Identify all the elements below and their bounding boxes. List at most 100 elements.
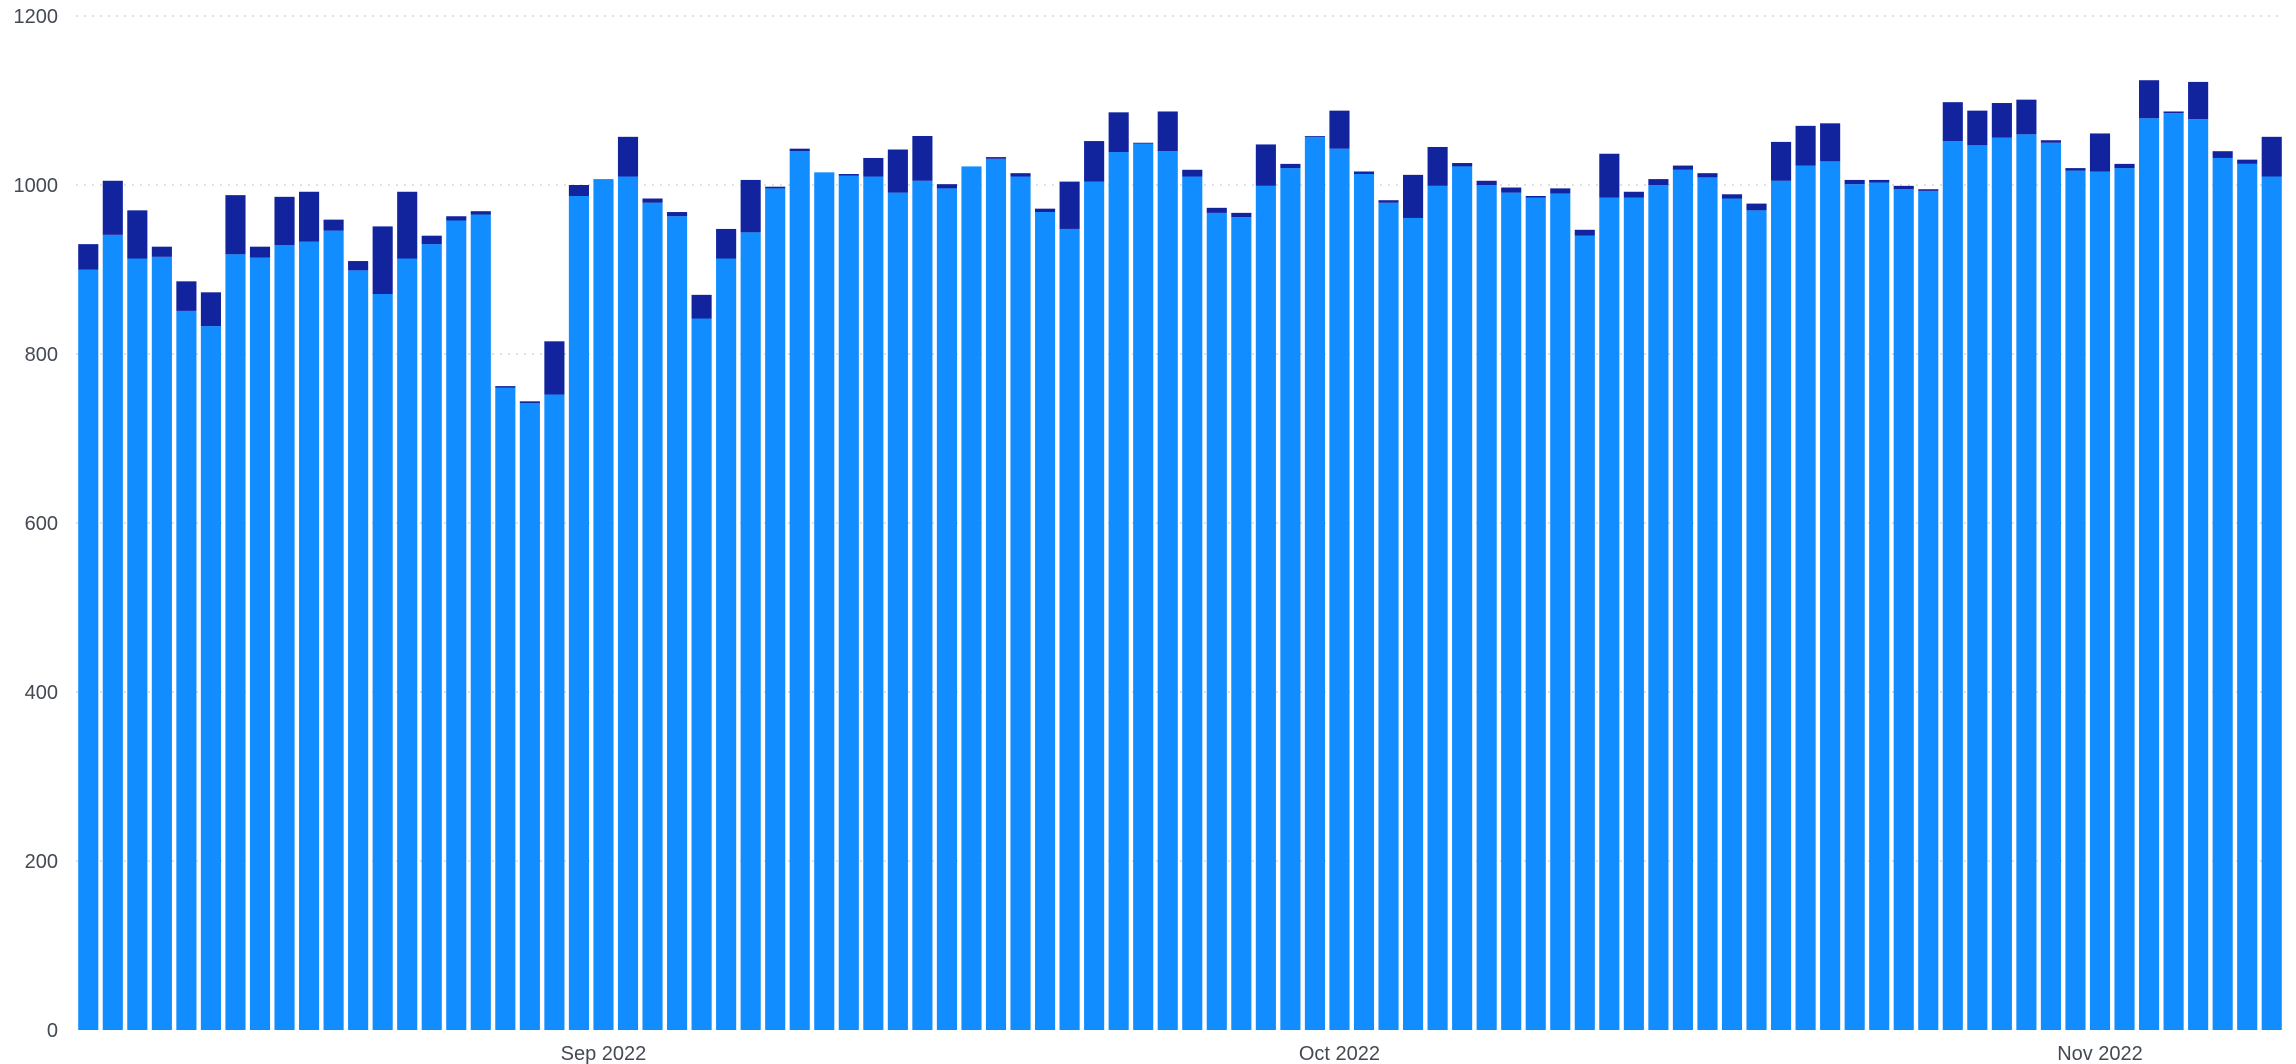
bar-segment-top: [2089, 133, 2111, 172]
bar-segment-top: [348, 261, 369, 271]
bar-segment-top: [323, 219, 344, 231]
bar-segment-top: [1623, 191, 1644, 198]
bar-segment-base: [789, 151, 810, 1030]
bar-segment-top: [1231, 212, 1252, 218]
bar-segment-base: [274, 245, 295, 1030]
gridlines: [76, 15, 2284, 862]
bar-segment-top: [470, 211, 491, 215]
bar-segment-top: [667, 212, 688, 217]
bar-segment-base: [1599, 197, 1620, 1030]
bar-segment-base: [617, 176, 639, 1031]
bar-segment-top: [1206, 207, 1227, 213]
bar-segment-base: [1329, 148, 1350, 1031]
bar-segment-top: [1084, 141, 1105, 182]
x-axis-tick-labels: Sep 2022 Oct 2022 Nov 2022: [561, 1043, 2143, 1064]
bar-segment-top: [1721, 194, 1743, 199]
bar-segment-top: [2188, 81, 2209, 120]
bar-segment-top: [2237, 159, 2258, 164]
bar-segment-base: [1133, 143, 1154, 1031]
bar-segment-top: [1550, 188, 1571, 194]
bar-segment-base: [2188, 119, 2209, 1031]
y-tick-label: 1200: [14, 6, 59, 28]
bar-segment-base: [863, 176, 884, 1031]
bars: [78, 80, 2282, 1031]
bar-segment-top: [1967, 110, 1988, 146]
bar-segment-base: [2065, 170, 2086, 1030]
bar-segment-top: [2114, 163, 2135, 169]
bar-segment-top: [2139, 80, 2160, 119]
bar-segment-top: [789, 148, 810, 152]
bar-segment-top: [1771, 141, 1792, 181]
bar-segment-base: [1574, 235, 1595, 1030]
bar-segment-base: [1501, 192, 1522, 1031]
bar-segment-base: [1795, 165, 1816, 1030]
bar-segment-top: [691, 294, 712, 319]
bar-segment-base: [1721, 198, 1743, 1030]
bar-segment-base: [1942, 141, 1963, 1030]
bar-segment-top: [617, 136, 639, 177]
bar-segment-top: [1697, 173, 1718, 178]
bar-segment-base: [1746, 210, 1767, 1031]
bar-segment-base: [1403, 217, 1424, 1030]
bar-segment-base: [961, 166, 982, 1030]
bar-segment-base: [1378, 202, 1399, 1030]
bar-segment-top: [1353, 171, 1375, 175]
bar-segment-base: [765, 188, 786, 1030]
bar-segment-top: [1182, 169, 1203, 177]
bar-segment-top: [1893, 185, 1914, 190]
bar-segment-top: [495, 386, 516, 388]
bar-segment-top: [1427, 146, 1448, 186]
y-tick-label: 200: [25, 851, 58, 873]
bar-segment-base: [127, 258, 148, 1030]
bar-segment-top: [397, 191, 418, 259]
bar-segment-base: [2261, 176, 2282, 1031]
bar-segment-top: [1108, 112, 1129, 153]
bar-segment-base: [102, 234, 123, 1031]
bar-segment-top: [1255, 144, 1276, 186]
bar-segment-top: [1035, 208, 1056, 213]
bar-segment-top: [102, 180, 123, 235]
bar-segment-base: [814, 172, 835, 1030]
bar-segment-base: [421, 244, 442, 1030]
bar-segment-top: [1599, 153, 1620, 198]
y-tick-label: 1000: [14, 175, 59, 197]
bar-segment-top: [1059, 181, 1080, 229]
bar-segment-top: [176, 281, 197, 311]
bar-segment-top: [1378, 200, 1399, 203]
bar-segment-top: [544, 341, 565, 395]
bar-segment-base: [1648, 185, 1669, 1030]
bar-segment-top: [1795, 125, 1816, 166]
bar-segment-top: [1820, 123, 1841, 162]
bar-segment-top: [1157, 111, 1178, 152]
x-tick-label: Oct 2022: [1299, 1043, 1380, 1064]
bar-segment-top: [1133, 142, 1154, 144]
bar-segment-base: [1893, 189, 1914, 1031]
bar-segment-top: [936, 184, 957, 189]
bar-segment-base: [2139, 118, 2160, 1030]
bar-segment-top: [372, 226, 393, 294]
bar-segment-base: [470, 214, 491, 1030]
bar-segment-top: [274, 196, 295, 245]
bar-segment-top: [2040, 140, 2061, 143]
bar-segment-base: [593, 179, 614, 1031]
bar-segment-base: [544, 394, 565, 1030]
bar-segment-top: [740, 179, 761, 233]
y-axis-tick-labels: 0 200 400 600 800 1000 1200: [14, 6, 59, 1042]
y-tick-label: 800: [25, 344, 58, 366]
bar-segment-top: [151, 246, 172, 257]
bar-segment-base: [985, 158, 1007, 1030]
bar-segment-base: [1991, 137, 2012, 1030]
bar-segment-top: [1476, 180, 1497, 185]
bar-segment-base: [1255, 185, 1276, 1031]
bar-segment-base: [1672, 169, 1693, 1031]
bar-segment-base: [1059, 228, 1080, 1030]
bar-segment-base: [1918, 190, 1939, 1030]
bar-segment-base: [397, 258, 418, 1030]
bar-segment-base: [1623, 197, 1644, 1030]
y-tick-label: 400: [25, 682, 58, 704]
bar-segment-base: [2040, 142, 2061, 1030]
y-tick-label: 0: [47, 1020, 58, 1042]
bar-segment-top: [1304, 135, 1325, 137]
bar-segment-base: [1206, 212, 1227, 1030]
